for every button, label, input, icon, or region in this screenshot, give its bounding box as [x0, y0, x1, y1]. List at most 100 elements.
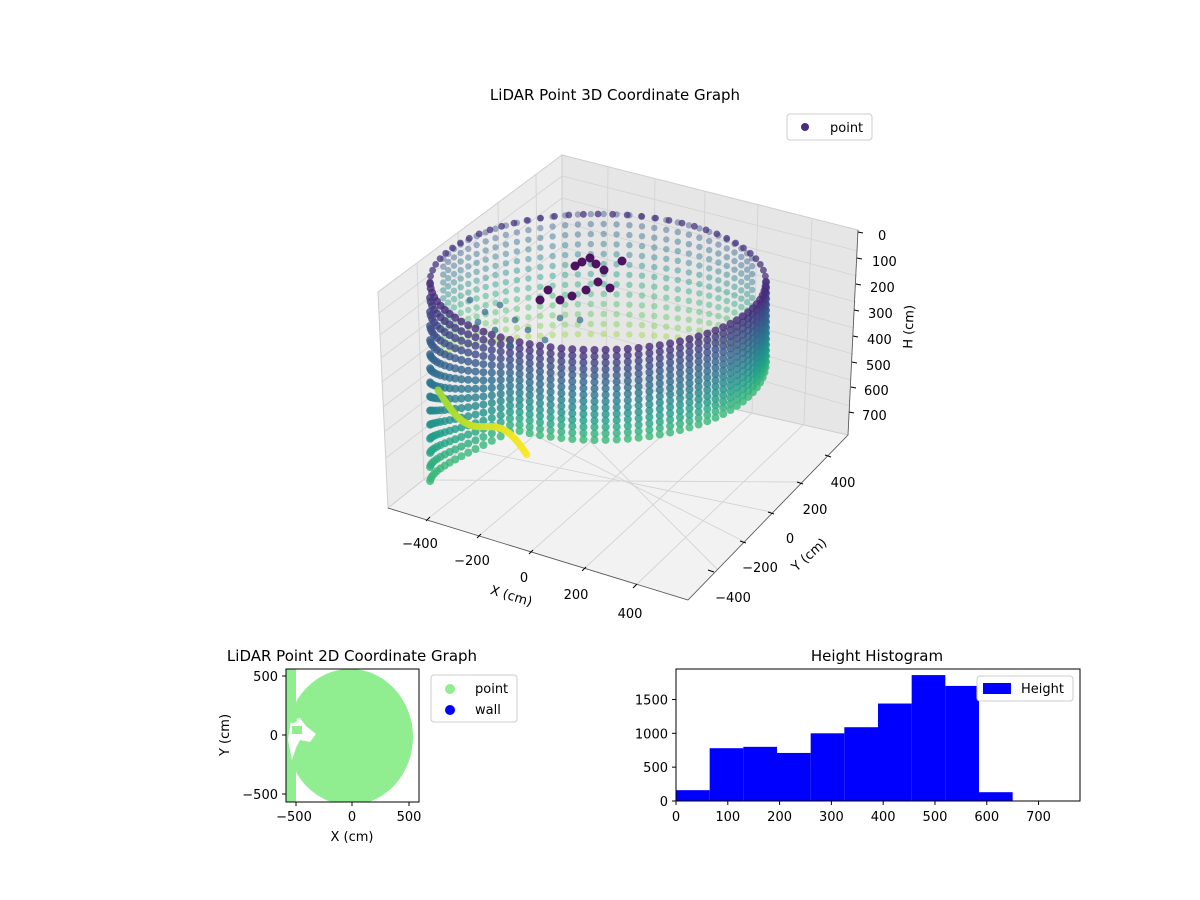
- lidar-point: [510, 219, 518, 227]
- lidar-point: [726, 399, 735, 408]
- lidar-point: [674, 267, 681, 274]
- lidar-point: [711, 357, 720, 366]
- lidar-point: [674, 305, 681, 312]
- x-tick-label: 200: [767, 810, 792, 825]
- lidar-point: [638, 282, 646, 289]
- lidar-point: [562, 331, 569, 338]
- lidar-point: [645, 355, 654, 364]
- lidar-point: [663, 284, 670, 292]
- lidar-point: [694, 401, 703, 410]
- lidar-point: [579, 345, 588, 354]
- lidar-point: [651, 254, 658, 261]
- lidar-point: [651, 322, 658, 329]
- lidar-point: [557, 402, 566, 411]
- lidar-point: [685, 379, 694, 388]
- lidar-point: [513, 286, 521, 293]
- lidar-point: [612, 416, 621, 425]
- lidar-point: [537, 322, 544, 330]
- x-tick-label: −400: [402, 537, 438, 552]
- lidar-point: [557, 382, 566, 391]
- lidar-point: [612, 352, 621, 360]
- lidar-point: [502, 316, 510, 324]
- lidar-point: [487, 398, 496, 407]
- lidar-point: [663, 294, 670, 301]
- point-region: [287, 669, 413, 802]
- lidar-point: [732, 328, 741, 337]
- lidar-point: [674, 286, 681, 293]
- lidar-point: [487, 406, 496, 415]
- lidar-point: [711, 376, 720, 385]
- lidar-point: [471, 436, 480, 445]
- lidar-point: [450, 270, 458, 278]
- lidar-point: [546, 407, 555, 416]
- lidar-point: [587, 220, 594, 228]
- x-axis-label-3d: X (cm): [488, 583, 534, 610]
- lidar-point: [601, 435, 610, 444]
- lidar-point: [506, 408, 514, 416]
- lidar-point: [426, 336, 435, 345]
- lidar-point: [536, 412, 544, 420]
- lidar-point: [546, 400, 555, 409]
- lidar-point: [676, 369, 684, 377]
- histogram-bar: [709, 748, 744, 801]
- lidar-point: [696, 308, 703, 316]
- lidar-point: [744, 266, 751, 273]
- lidar-point: [685, 398, 694, 407]
- lidar-point: [732, 316, 741, 325]
- lidar-point: [556, 314, 564, 322]
- lidar-point: [634, 344, 643, 352]
- lidar-point: [562, 232, 569, 239]
- z-tick-label: 300: [868, 307, 893, 322]
- lidar-point: [703, 329, 712, 338]
- lidar-point: [515, 382, 524, 391]
- lidar-point: [726, 338, 735, 347]
- lidar-point: [536, 373, 544, 382]
- lidar-point: [471, 402, 480, 410]
- lidar-point: [537, 244, 544, 251]
- lidar-point: [638, 292, 646, 299]
- lidar-point: [568, 383, 577, 392]
- z-ticks-3d: [848, 231, 864, 414]
- lidar-point: [515, 427, 524, 435]
- lidar-point: [473, 277, 480, 284]
- lidar-point: [655, 366, 664, 375]
- lidar-point: [749, 294, 756, 302]
- lidar-point: [685, 335, 694, 343]
- lidar-point: [674, 324, 681, 331]
- lidar-point: [638, 272, 646, 279]
- lidar-point: [762, 272, 769, 280]
- lidar-point: [634, 433, 643, 442]
- lidar-point: [638, 262, 646, 269]
- lidar-point: [645, 349, 654, 358]
- lidar-point: [479, 368, 488, 377]
- y-axis-line: [687, 434, 849, 601]
- lidar-point: [600, 220, 607, 228]
- lidar-point: [492, 244, 499, 251]
- lidar-point: [599, 265, 609, 275]
- lidar-point: [663, 313, 670, 321]
- legend-marker-height: [983, 683, 1011, 694]
- lidar-point: [487, 338, 496, 347]
- lidar-point: [678, 219, 686, 227]
- lidar-point: [732, 359, 741, 367]
- lidar-point: [626, 321, 633, 328]
- lidar-point: [496, 411, 505, 420]
- lidar-point: [587, 330, 594, 338]
- lidar-point: [655, 398, 664, 407]
- lidar-point: [562, 301, 569, 308]
- lidar-point: [623, 357, 632, 366]
- lidar-point: [617, 256, 627, 266]
- lidar-point: [685, 391, 694, 400]
- lidar-point: [651, 224, 658, 232]
- lidar-point: [525, 265, 532, 272]
- lidar-point: [600, 210, 607, 218]
- lidar-point: [568, 403, 577, 411]
- lidar-point: [549, 223, 556, 230]
- lidar-point: [744, 290, 751, 298]
- lidar-point: [536, 392, 544, 401]
- lidar-point: [562, 251, 569, 259]
- lidar-point: [537, 332, 544, 339]
- lidar-point: [696, 280, 703, 288]
- lidar-point: [557, 363, 566, 372]
- lidar-point: [613, 281, 620, 288]
